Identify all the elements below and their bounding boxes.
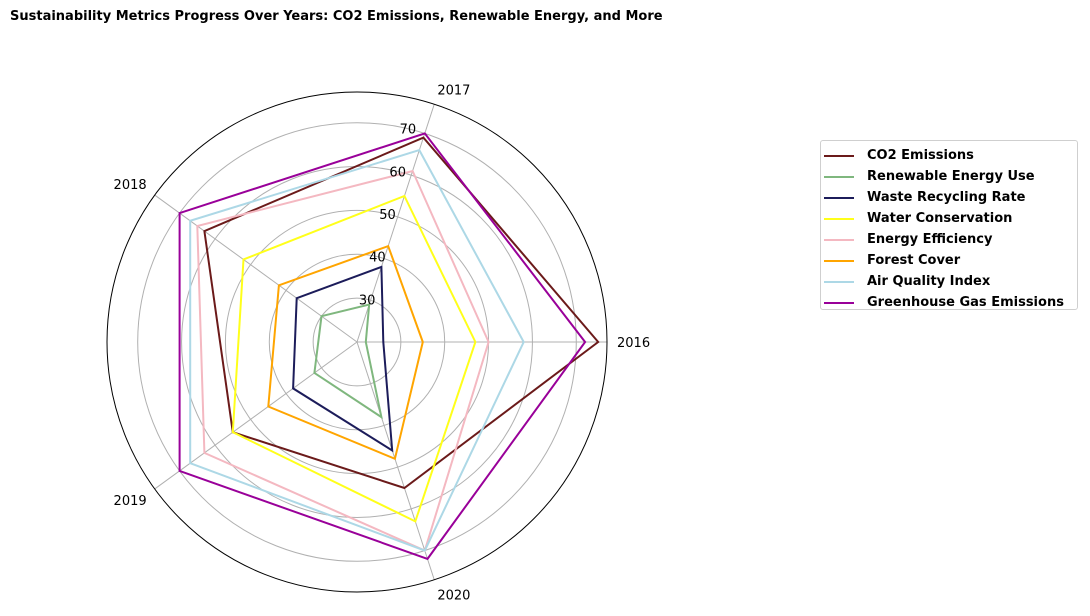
legend-item: Renewable Energy Use — [823, 166, 1077, 187]
legend-swatch — [824, 196, 854, 199]
series-line — [231, 194, 477, 523]
category-label: 2020 — [437, 588, 470, 603]
grid-spoke — [356, 104, 435, 343]
legend-item: Greenhouse Gas Emissions — [823, 292, 1077, 313]
legend-item: Energy Efficiency — [823, 229, 1077, 250]
legend-swatch — [824, 280, 854, 283]
legend-swatch — [824, 154, 854, 157]
radar-labels: 30 40 50 60 70 2016 2017 2018 2019 2020 — [114, 84, 651, 604]
category-label: 2016 — [617, 336, 650, 351]
legend-item: CO2 Emissions — [823, 145, 1077, 166]
r-tick-label: 70 — [400, 123, 417, 138]
category-label: 2018 — [114, 178, 147, 193]
r-tick-label: 60 — [389, 165, 406, 180]
r-tick-label: 50 — [379, 208, 396, 223]
polar-frame — [106, 91, 608, 593]
series-line — [313, 303, 383, 420]
legend-item: Air Quality Index — [823, 271, 1077, 292]
series-line — [189, 148, 525, 552]
chart-title: Sustainability Metrics Progress Over Yea… — [10, 9, 663, 24]
legend-label: Air Quality Index — [867, 274, 991, 289]
legend-item: Water Conservation — [823, 208, 1077, 229]
grid-spoke — [356, 341, 435, 580]
legend-swatch — [824, 217, 854, 220]
legend-item: Waste Recycling Rate — [823, 187, 1077, 208]
r-tick-label: 30 — [359, 293, 376, 308]
legend-swatch — [824, 175, 854, 178]
series-line — [292, 265, 394, 453]
legend-label: CO2 Emissions — [867, 148, 974, 163]
series-line — [196, 169, 490, 552]
series-line — [267, 244, 424, 461]
legend-swatch — [824, 301, 854, 304]
legend-item: Forest Cover — [823, 250, 1077, 271]
legend-label: Water Conservation — [867, 211, 1013, 226]
legend: CO2 Emissions Renewable Energy Use Waste R… — [820, 140, 1078, 310]
legend-label: Waste Recycling Rate — [867, 190, 1026, 205]
legend-label: Renewable Energy Use — [867, 169, 1035, 184]
radar-series — [178, 132, 600, 561]
legend-label: Forest Cover — [867, 253, 961, 268]
series-line — [178, 132, 587, 561]
legend-swatch — [824, 259, 854, 262]
legend-label: Energy Efficiency — [867, 232, 993, 247]
category-label: 2019 — [114, 494, 147, 509]
r-tick-label: 40 — [369, 251, 386, 266]
category-label: 2017 — [437, 84, 470, 99]
grid-spoke — [154, 194, 358, 343]
legend-label: Greenhouse Gas Emissions — [867, 295, 1064, 310]
grid-spoke — [154, 341, 358, 490]
series-line — [203, 136, 600, 490]
legend-swatch — [824, 238, 854, 241]
